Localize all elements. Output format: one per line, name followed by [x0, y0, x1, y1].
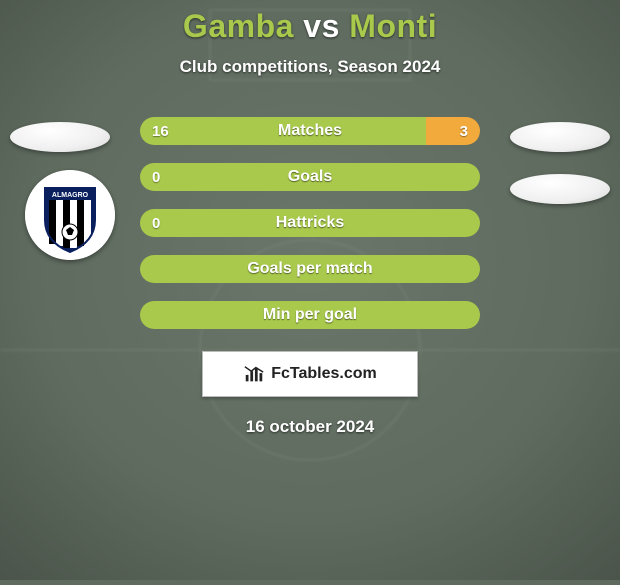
player2-silhouette-oval-2 [510, 174, 610, 204]
stat-left-segment: 0 [140, 163, 480, 191]
player1-name: Gamba [183, 8, 294, 44]
stat-row: 00Goals [140, 163, 480, 191]
stat-left-segment [140, 255, 480, 283]
stat-left-value: 16 [152, 123, 169, 140]
player1-silhouette-oval [10, 122, 110, 152]
vs-word: vs [303, 8, 340, 44]
club-badge-text: ALMAGRO [52, 192, 89, 199]
stat-right-value: 3 [460, 123, 468, 140]
page-title: Gamba vs Monti [0, 0, 620, 45]
stat-row: 163Matches [140, 117, 480, 145]
stat-left-segment [140, 301, 480, 329]
bar-chart-icon [243, 363, 265, 385]
stat-left-segment: 16 [140, 117, 426, 145]
watermark-text: FcTables.com [271, 365, 377, 383]
stat-right-segment: 3 [426, 117, 480, 145]
stat-left-segment: 0 [140, 209, 480, 237]
date-text: 16 october 2024 [0, 417, 620, 437]
stat-row: Goals per match [140, 255, 480, 283]
stat-left-value: 0 [152, 169, 160, 186]
stat-row: 00Hattricks [140, 209, 480, 237]
subtitle: Club competitions, Season 2024 [0, 57, 620, 77]
club-badge: ALMAGRO [25, 170, 115, 260]
player2-silhouette-oval-1 [510, 122, 610, 152]
stat-row: Min per goal [140, 301, 480, 329]
player2-name: Monti [349, 8, 437, 44]
stat-left-value: 0 [152, 215, 160, 232]
watermark: FcTables.com [202, 351, 418, 397]
